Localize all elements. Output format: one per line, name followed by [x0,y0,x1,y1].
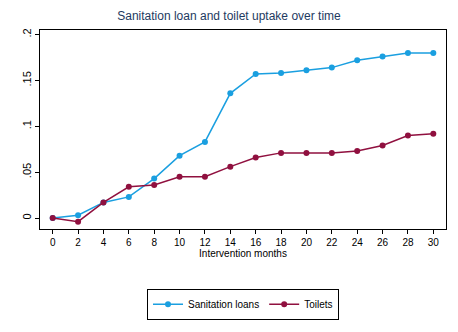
svg-text:0: 0 [21,213,33,219]
svg-text:22: 22 [326,237,338,248]
svg-text:6: 6 [126,237,132,248]
svg-text:14: 14 [225,237,237,248]
svg-text:Intervention months: Intervention months [199,248,287,259]
svg-text:.15: .15 [21,71,33,86]
svg-text:Sanitation loans: Sanitation loans [188,299,259,310]
svg-text:2: 2 [75,237,81,248]
svg-text:0: 0 [50,237,56,248]
svg-text:8: 8 [151,237,157,248]
svg-text:10: 10 [174,237,186,248]
svg-text:18: 18 [275,237,287,248]
svg-text:20: 20 [301,237,313,248]
svg-text:Toilets: Toilets [304,299,332,310]
svg-text:.2: .2 [21,28,33,37]
svg-text:4: 4 [101,237,107,248]
svg-text:.1: .1 [21,120,33,129]
svg-text:.05: .05 [21,163,33,178]
svg-text:26: 26 [377,237,389,248]
svg-text:12: 12 [199,237,211,248]
svg-text:16: 16 [250,237,262,248]
svg-text:Sanitation loan and toilet upt: Sanitation loan and toilet uptake over t… [117,9,341,23]
svg-text:30: 30 [428,237,440,248]
svg-text:24: 24 [352,237,364,248]
svg-text:28: 28 [402,237,414,248]
